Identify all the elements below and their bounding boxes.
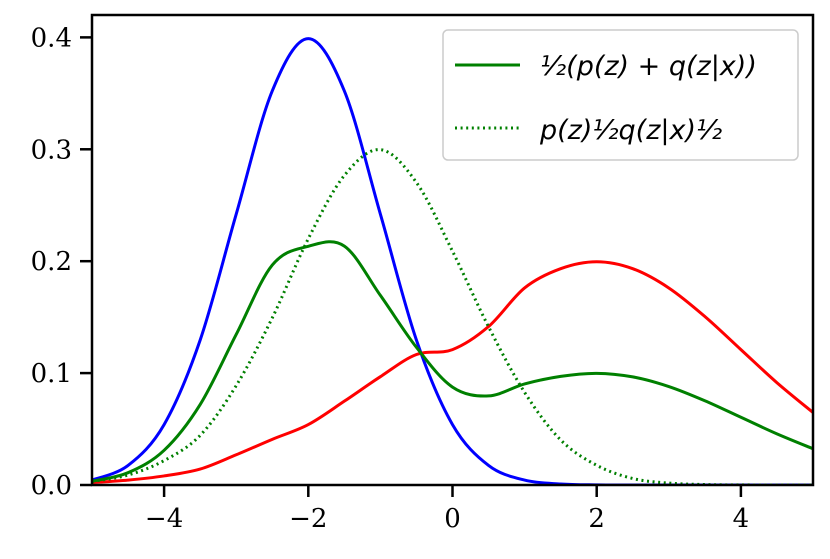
curve-mixture (92, 240, 813, 483)
y-tick-label: 0.1 (31, 359, 72, 389)
x-tick-label: 0 (444, 504, 461, 534)
y-tick-label: 0.0 (31, 471, 72, 501)
y-tick-label: 0.4 (31, 23, 72, 53)
curve-p-z (92, 37, 813, 485)
plot-area (92, 37, 813, 485)
x-axis: −4 −2 0 2 4 (145, 485, 749, 534)
x-tick-label: −4 (145, 504, 183, 534)
y-axis: 0.0 0.1 0.2 0.3 0.4 (31, 23, 92, 501)
y-tick-label: 0.2 (31, 247, 72, 277)
curve-product (92, 148, 813, 485)
x-tick-label: −2 (289, 504, 327, 534)
curve-q-z-given-x (92, 260, 813, 485)
legend: ½(p(z) + q(z|x)) p(z)½q(z|x)½ (442, 29, 799, 161)
x-tick-label: 2 (588, 504, 605, 534)
legend-box (442, 29, 799, 161)
legend-label-product: p(z)½q(z|x)½ (539, 115, 722, 146)
y-tick-label: 0.3 (31, 135, 72, 165)
legend-label-mixture: ½(p(z) + q(z|x)) (540, 51, 757, 82)
x-tick-label: 4 (733, 504, 750, 534)
